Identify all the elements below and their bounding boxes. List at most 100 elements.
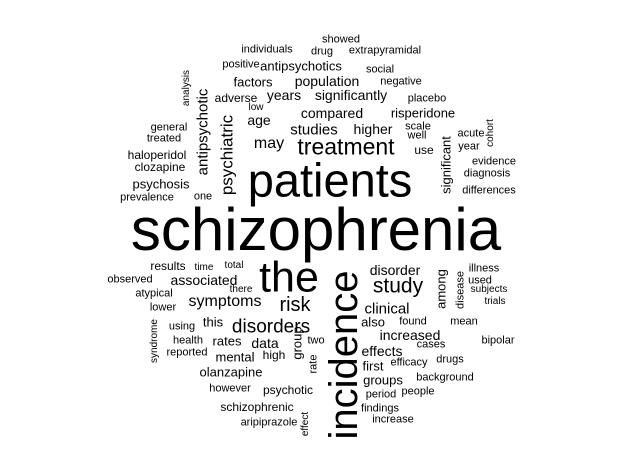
word-reported: reported xyxy=(166,346,208,359)
word-risk: risk xyxy=(279,294,311,316)
word-individuals: individuals xyxy=(241,43,293,56)
word-factors: factors xyxy=(233,74,273,90)
word-well: well xyxy=(407,129,427,142)
word-cohort: cohort xyxy=(485,119,496,147)
word-increased: increased xyxy=(379,327,441,343)
word-risperidone: risperidone xyxy=(390,105,456,121)
word-psychiatric: psychiatric xyxy=(217,114,237,196)
word-schizophrenia: schizophrenia xyxy=(130,196,502,263)
word-prevalence: prevalence xyxy=(120,191,174,204)
word-however: however xyxy=(209,382,251,395)
word-results: results xyxy=(150,259,186,273)
word-study: study xyxy=(372,274,424,298)
word-bipolar: bipolar xyxy=(481,334,515,347)
word-olanzapine: olanzapine xyxy=(199,364,263,380)
word-antipsychotics: antipsychotics xyxy=(260,58,342,74)
word-trials: trials xyxy=(484,296,506,307)
word-may: may xyxy=(253,135,285,152)
word-clinical: clinical xyxy=(364,300,410,318)
word-associated: associated xyxy=(170,272,238,288)
word-treatment: treatment xyxy=(297,133,395,160)
word-showed: showed xyxy=(322,33,360,46)
word-aripiprazole: aripiprazole xyxy=(240,416,298,429)
word-used: used xyxy=(468,274,492,287)
word-general: general xyxy=(150,121,188,134)
word-period: period xyxy=(365,388,397,401)
word-use: use xyxy=(414,143,434,157)
word-effects: effects xyxy=(361,343,403,359)
word-significant: significant xyxy=(438,136,454,194)
word-among: among xyxy=(433,269,449,309)
word-antipsychotic: antipsychotic xyxy=(194,88,212,176)
word-higher: higher xyxy=(353,121,393,137)
word-low: low xyxy=(248,102,264,113)
word-haloperidol: haloperidol xyxy=(127,148,187,162)
word-time: time xyxy=(194,262,214,273)
word-placebo: placebo xyxy=(407,92,447,105)
word-treated: treated xyxy=(146,132,182,145)
word-observed: observed xyxy=(107,273,153,286)
word-using: using xyxy=(168,320,196,333)
word-subjects: subjects xyxy=(470,284,508,295)
word-differences: differences xyxy=(462,184,516,197)
word-first: first xyxy=(362,358,384,374)
word-syndrome: syndrome xyxy=(149,319,160,363)
word-data: data xyxy=(251,335,279,351)
word-adverse: adverse xyxy=(214,91,258,105)
word-incidence: incidence xyxy=(322,270,366,440)
word-patients: patients xyxy=(247,153,413,207)
word-health: health xyxy=(173,334,203,347)
word-mental: mental xyxy=(215,349,255,365)
word-positive: positive xyxy=(222,58,260,71)
word-cases: cases xyxy=(416,338,446,351)
word-effect: effect xyxy=(300,411,311,437)
word-significantly: significantly xyxy=(314,87,388,103)
word-disorders: disorders xyxy=(231,316,311,338)
word-years: years xyxy=(266,87,302,103)
word-disorder: disorder xyxy=(369,262,421,278)
word-social: social xyxy=(365,63,395,76)
word-diagnosis: diagnosis xyxy=(463,167,511,180)
word-scale: scale xyxy=(405,120,431,133)
word-drug: drug xyxy=(310,45,334,58)
word-group: group xyxy=(289,326,305,360)
word-background: background xyxy=(416,371,474,384)
word-negative: negative xyxy=(380,75,422,88)
word-this: this xyxy=(202,314,224,330)
word-schizophrenic: schizophrenic xyxy=(220,400,294,414)
word-symptoms: symptoms xyxy=(188,293,262,310)
word-clozapine: clozapine xyxy=(134,160,186,174)
word-analysis: analysis xyxy=(181,69,192,107)
word-compared: compared xyxy=(300,105,364,121)
word-acute: acute xyxy=(457,127,485,140)
word-rates: rates xyxy=(212,333,242,349)
word-findings: findings xyxy=(361,402,399,415)
word-psychosis: psychosis xyxy=(132,176,190,192)
word-high: high xyxy=(262,348,286,362)
word-lower: lower xyxy=(149,301,177,314)
word-one: one xyxy=(193,190,213,203)
word-drugs: drugs xyxy=(436,353,464,366)
word-age: age xyxy=(247,112,271,128)
word-there: there xyxy=(229,284,253,295)
word-the: the xyxy=(259,253,319,302)
word-efficacy: efficacy xyxy=(390,356,428,369)
word-rate: rate xyxy=(307,354,320,374)
word-mean: mean xyxy=(450,315,478,328)
word-groups: groups xyxy=(363,372,403,388)
word-two: two xyxy=(307,334,325,347)
word-year: year xyxy=(458,140,480,153)
word-people: people xyxy=(401,385,435,398)
word-also: also xyxy=(361,314,385,330)
word-population: population xyxy=(294,73,360,89)
word-illness: illness xyxy=(468,262,500,275)
word-disease: disease xyxy=(454,271,467,309)
word-total: total xyxy=(224,260,244,271)
word-extrapyramidal: extrapyramidal xyxy=(348,44,422,57)
word-increase: increase xyxy=(372,413,414,426)
word-psychotic: psychotic xyxy=(262,383,314,397)
word-evidence: evidence xyxy=(471,155,517,168)
word-studies: studies xyxy=(290,121,338,139)
word-atypical: atypical xyxy=(135,287,173,300)
